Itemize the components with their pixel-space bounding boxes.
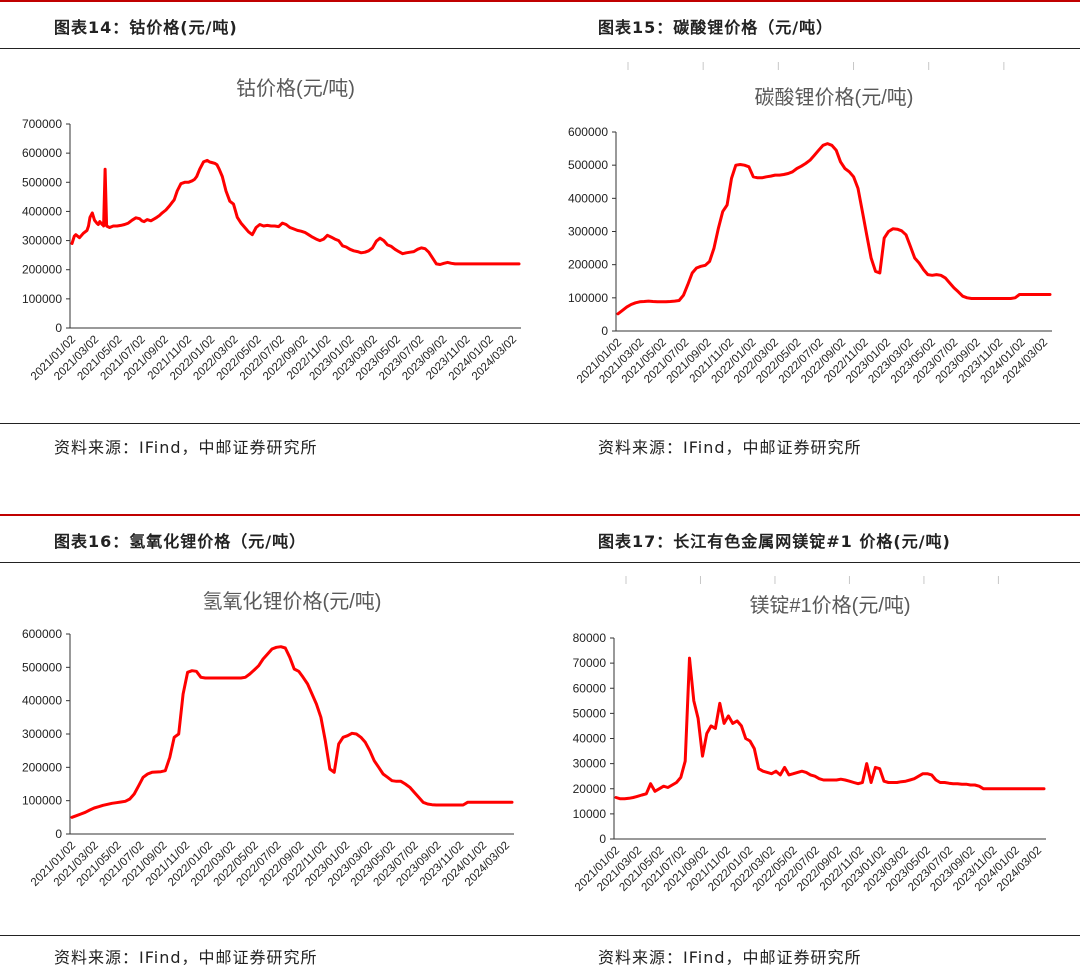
panel-header-rule (540, 562, 1080, 563)
panel-header-rule (540, 48, 1080, 49)
chart-title: 氢氧化锂价格(元/吨) (203, 590, 382, 613)
panel-bottom-rule (540, 935, 1080, 936)
y-tick-label: 300000 (568, 225, 608, 239)
price-series-line (70, 645, 514, 819)
y-tick-label: 400000 (22, 204, 62, 218)
y-tick-label: 700000 (22, 117, 62, 131)
y-tick-label: 100000 (22, 292, 62, 306)
y-tick-label: 600000 (22, 146, 62, 160)
y-tick-label: 200000 (22, 760, 62, 774)
panel-header: 图表17：长江有色金属网镁锭#1 价格(元/吨) (598, 532, 951, 551)
price-series-line (614, 656, 1046, 801)
panel-header-rule (0, 562, 540, 563)
magnesium-ingot-price-chart: 镁锭#1价格(元/吨) 0 10000 20000 30000 40000 50000 600… (573, 576, 1046, 894)
panel-bottom-rule (0, 935, 540, 936)
y-tick-label: 30000 (573, 757, 607, 771)
y-tick-label: 50000 (573, 706, 607, 720)
price-series-line (70, 158, 521, 266)
source-note: 资料来源：IFind，中邮证券研究所 (598, 438, 862, 457)
y-tick-label: 0 (599, 832, 606, 846)
y-tick-label: 70000 (573, 656, 607, 670)
chart-panel-lithium-carbonate: 图表15：碳酸锂价格（元/吨） 碳酸锂价格(元/吨) 0 100000 200000 3… (540, 0, 1080, 488)
y-tick-label: 200000 (22, 263, 62, 277)
source-note: 资料来源：IFind，中邮证券研究所 (54, 438, 318, 457)
chart-title: 钴价格(元/吨) (236, 77, 355, 100)
chart-panel-cobalt: 图表14：钴价格(元/吨) 钴价格(元/吨) 0 100000 200000 30000… (0, 0, 540, 488)
y-tick-label: 40000 (573, 732, 607, 746)
y-tick-label: 300000 (22, 727, 62, 741)
lithium-hydroxide-price-chart: 氢氧化锂价格(元/吨) 0 100000 200000 300000 400000 5000… (22, 590, 514, 889)
panel-top-rule (540, 0, 1080, 2)
panel-bottom-rule (0, 423, 540, 424)
y-tick-label: 100000 (568, 291, 608, 305)
panel-bottom-rule (540, 423, 1080, 424)
y-tick-label: 60000 (573, 681, 607, 695)
y-tick-label: 100000 (22, 794, 62, 808)
chart-title: 碳酸锂价格(元/吨) (755, 86, 914, 109)
source-note: 资料来源：IFind，中邮证券研究所 (54, 948, 318, 967)
panel-header-rule (0, 48, 540, 49)
cobalt-price-chart: 钴价格(元/吨) 0 100000 200000 300000 400000 500000 6… (22, 77, 521, 383)
y-tick-label: 80000 (573, 631, 607, 645)
y-tick-label: 400000 (568, 191, 608, 205)
y-tick-label: 600000 (568, 125, 608, 139)
y-tick-label: 300000 (22, 234, 62, 248)
panel-header: 图表15：碳酸锂价格（元/吨） (598, 18, 834, 37)
y-tick-label: 600000 (22, 627, 62, 641)
y-tick-label: 500000 (22, 660, 62, 674)
lithium-carbonate-price-chart: 碳酸锂价格(元/吨) 0 100000 200000 300000 400000 50000… (568, 62, 1052, 386)
y-tick-label: 400000 (22, 694, 62, 708)
y-tick-label: 20000 (573, 782, 607, 796)
chart-panel-magnesium-ingot: 图表17：长江有色金属网镁锭#1 价格(元/吨) 镁锭#1价格(元/吨) 0 100… (540, 514, 1080, 973)
y-tick-label: 200000 (568, 258, 608, 272)
y-tick-label: 0 (55, 827, 62, 841)
y-tick-label: 0 (55, 321, 62, 335)
source-note: 资料来源：IFind，中邮证券研究所 (598, 948, 862, 967)
panel-top-rule (540, 514, 1080, 516)
y-tick-label: 500000 (22, 175, 62, 189)
panel-header: 图表14：钴价格(元/吨) (54, 18, 238, 37)
panel-header: 图表16：氢氧化锂价格（元/吨） (54, 532, 307, 551)
y-tick-label: 10000 (573, 807, 607, 821)
y-tick-label: 500000 (568, 158, 608, 172)
chart-panel-lithium-hydroxide: 图表16：氢氧化锂价格（元/吨） 氢氧化锂价格(元/吨) 0 100000 20000… (0, 514, 540, 973)
panel-top-rule (0, 0, 540, 2)
panel-top-rule (0, 514, 540, 516)
price-series-line (616, 142, 1052, 316)
y-tick-label: 0 (601, 324, 608, 338)
chart-title: 镁锭#1价格(元/吨) (749, 594, 910, 617)
